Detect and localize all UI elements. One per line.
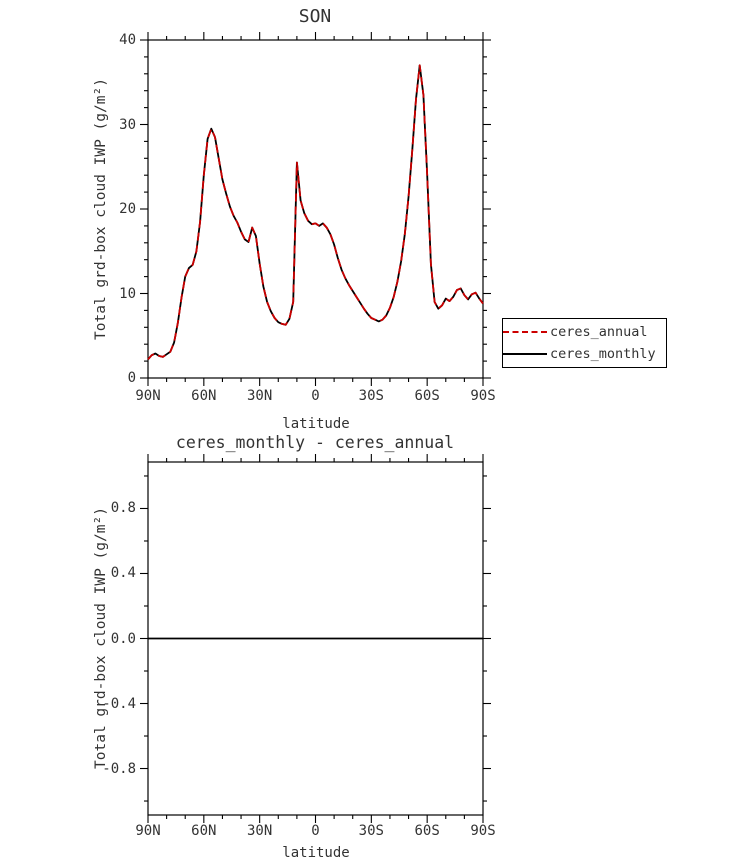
- legend: ceres_annual ceres_monthly: [502, 318, 667, 368]
- top-chart-title: SON: [298, 6, 332, 27]
- legend-label-ceres-annual: ceres_annual: [550, 324, 648, 340]
- solid-black-line-sample-icon: [503, 353, 547, 355]
- dashed-red-line-sample-icon: [503, 331, 547, 333]
- bottom-y-axis-label: Total grd-box cloud IWP (g/m²): [93, 507, 109, 769]
- legend-entry-ceres-annual: ceres_annual: [503, 321, 666, 343]
- bottom-chart-title: ceres_monthly - ceres_annual: [175, 433, 455, 452]
- top-x-axis-label: latitude: [282, 416, 350, 432]
- bottom-x-axis-label: latitude: [282, 845, 350, 861]
- legend-label-ceres-monthly: ceres_monthly: [550, 346, 656, 362]
- top-y-axis-label: Total grd-box cloud IWP (g/m²): [93, 78, 109, 340]
- legend-entry-ceres-monthly: ceres_monthly: [503, 343, 666, 365]
